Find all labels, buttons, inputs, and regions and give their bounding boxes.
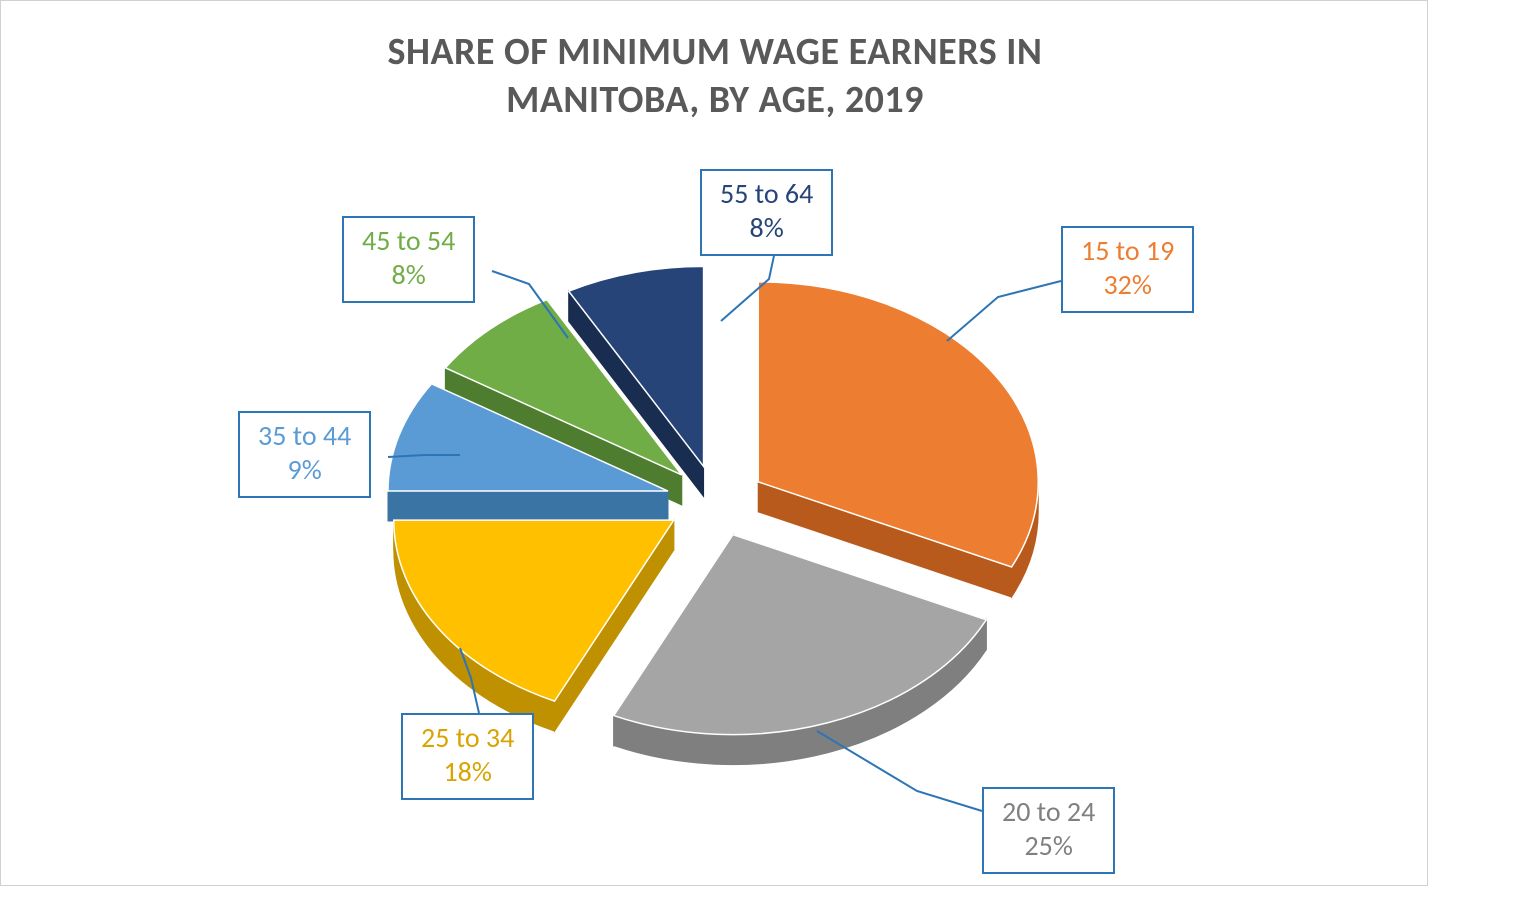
data-label: 15 to 1932% [1061, 226, 1194, 313]
data-label: 20 to 2425% [982, 787, 1115, 874]
data-label: 35 to 449% [238, 411, 371, 498]
label-pct: 32% [1081, 268, 1174, 302]
data-label: 55 to 648% [700, 169, 833, 256]
data-label: 25 to 3418% [401, 713, 534, 800]
label-age: 55 to 64 [720, 177, 813, 211]
label-pct: 18% [421, 755, 514, 789]
label-pct: 8% [720, 211, 813, 245]
label-pct: 25% [1002, 829, 1095, 863]
label-age: 20 to 24 [1002, 795, 1095, 829]
pie-chart [1, 1, 1429, 887]
data-label: 45 to 548% [342, 216, 475, 303]
label-age: 35 to 44 [258, 419, 351, 453]
label-age: 15 to 19 [1081, 234, 1174, 268]
label-age: 45 to 54 [362, 224, 455, 258]
chart-frame: SHARE OF MINIMUM WAGE EARNERS IN MANITOB… [0, 0, 1428, 886]
leader-line [947, 281, 1061, 341]
label-pct: 8% [362, 258, 455, 292]
label-pct: 9% [258, 453, 351, 487]
label-age: 25 to 34 [421, 721, 514, 755]
